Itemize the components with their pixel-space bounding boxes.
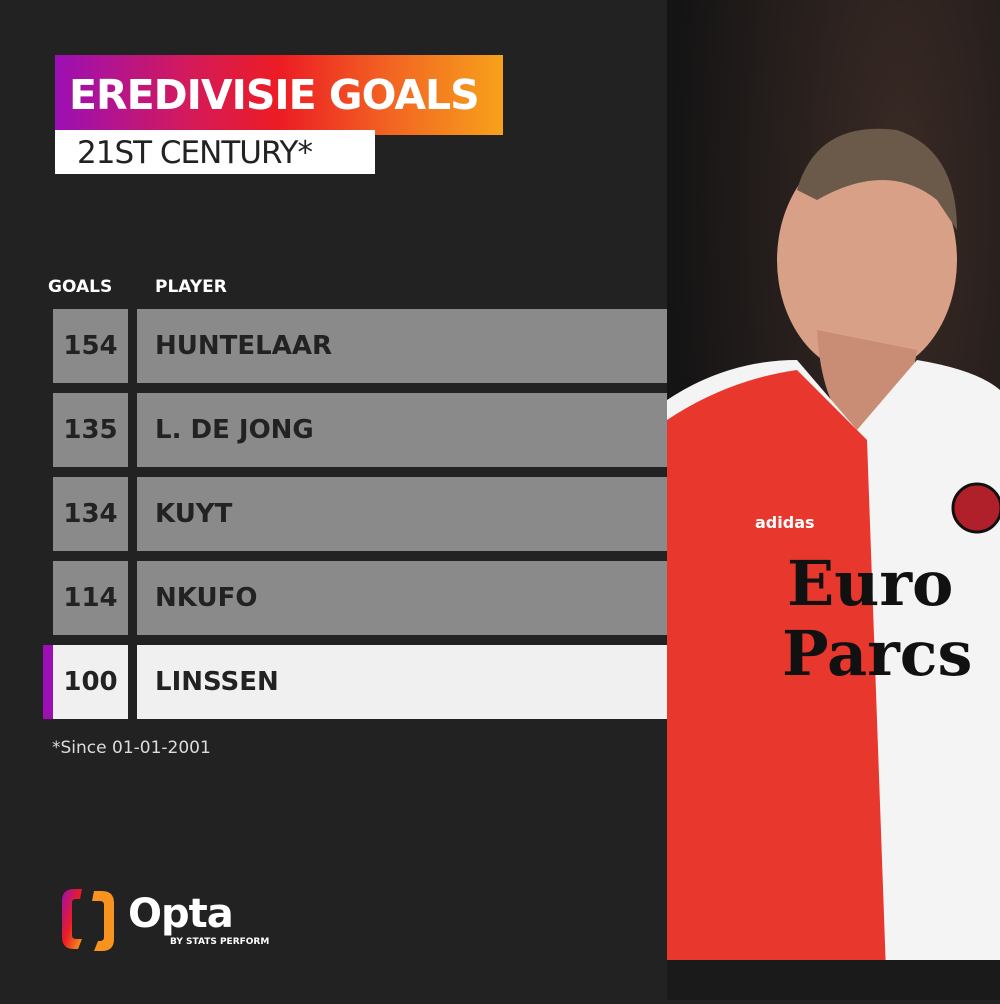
player-illustration: Euro Parcs adidas xyxy=(667,128,1000,1000)
player-photo: Euro Parcs adidas xyxy=(667,0,1000,1000)
opta-logo: Opta BY STATS PERFORM xyxy=(60,885,320,955)
player-cell: HUNTELAAR xyxy=(137,309,667,383)
goals-cell: 100 xyxy=(53,645,128,719)
sponsor-text-line2: Parcs xyxy=(782,617,972,690)
opta-wordmark: Opta xyxy=(128,891,234,937)
table-row: 134 KUYT xyxy=(53,477,667,551)
sponsor-text-line1: Euro xyxy=(787,547,953,620)
highlight-accent-bar xyxy=(43,645,53,719)
player-cell: L. DE JONG xyxy=(137,393,667,467)
table-row-highlighted: 100 LINSSEN xyxy=(43,645,667,719)
page-subtitle: 21ST CENTURY* xyxy=(55,130,375,174)
column-header-player: PLAYER xyxy=(155,277,227,297)
opta-tagline: BY STATS PERFORM xyxy=(170,937,270,947)
kit-brand-text: adidas xyxy=(755,513,815,532)
table-row: 154 HUNTELAAR xyxy=(53,309,667,383)
club-crest-icon xyxy=(951,482,1000,534)
player-cell: KUYT xyxy=(137,477,667,551)
table-row: 114 NKUFO xyxy=(53,561,667,635)
goals-cell: 114 xyxy=(53,561,128,635)
goals-cell: 135 xyxy=(53,393,128,467)
player-cell: LINSSEN xyxy=(137,645,667,719)
player-cell: NKUFO xyxy=(137,561,667,635)
page-title: EREDIVISIE GOALS xyxy=(55,55,503,135)
footnote: *Since 01-01-2001 xyxy=(52,738,211,758)
goals-cell: 154 xyxy=(53,309,128,383)
column-header-goals: GOALS xyxy=(48,277,113,297)
table-row: 135 L. DE JONG xyxy=(53,393,667,467)
opta-mark-icon xyxy=(62,889,114,951)
goals-cell: 134 xyxy=(53,477,128,551)
